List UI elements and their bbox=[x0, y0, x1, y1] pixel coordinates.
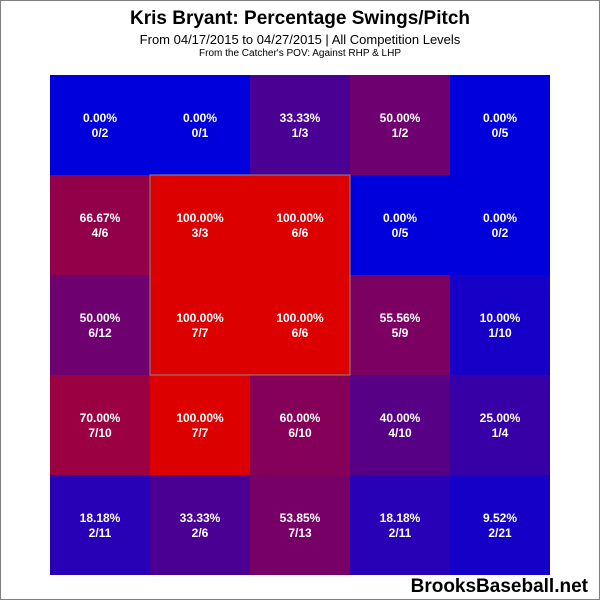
zone-cell-pct-r3-c2: 60.00% bbox=[280, 411, 321, 425]
zone-cell-pct-r2-c4: 10.00% bbox=[480, 311, 521, 325]
zone-cell-count-r0-c2: 1/3 bbox=[292, 126, 309, 140]
zone-cell-count-r4-c4: 2/21 bbox=[488, 526, 512, 540]
chart-subtitle-pov: From the Catcher's POV: Against RHP & LH… bbox=[199, 48, 401, 59]
zone-cell-r1-c1 bbox=[150, 175, 250, 275]
zone-cell-pct-r0-c4: 0.00% bbox=[483, 111, 517, 125]
zone-cell-pct-r2-c2: 100.00% bbox=[276, 311, 324, 325]
zone-cell-r2-c0 bbox=[50, 275, 150, 375]
zone-cell-pct-r3-c1: 100.00% bbox=[176, 411, 224, 425]
zone-cell-pct-r1-c1: 100.00% bbox=[176, 211, 224, 225]
zone-cell-r3-c0 bbox=[50, 375, 150, 475]
zone-cell-r0-c1 bbox=[150, 75, 250, 175]
zone-cell-count-r0-c0: 0/2 bbox=[92, 126, 109, 140]
zone-cell-r4-c3 bbox=[350, 475, 450, 575]
zone-cell-r0-c3 bbox=[350, 75, 450, 175]
zone-cell-r0-c4 bbox=[450, 75, 550, 175]
zone-cell-r4-c2 bbox=[250, 475, 350, 575]
zone-cell-count-r1-c0: 4/6 bbox=[92, 226, 109, 240]
zone-cell-r4-c0 bbox=[50, 475, 150, 575]
zone-cell-count-r2-c3: 5/9 bbox=[392, 326, 409, 340]
zone-cell-pct-r4-c4: 9.52% bbox=[483, 511, 517, 525]
zone-cell-pct-r4-c2: 53.85% bbox=[280, 511, 321, 525]
zone-cell-r0-c0 bbox=[50, 75, 150, 175]
zone-cell-pct-r3-c4: 25.00% bbox=[480, 411, 521, 425]
zone-cell-r2-c3 bbox=[350, 275, 450, 375]
zone-cell-r3-c4 bbox=[450, 375, 550, 475]
brooksbaseball-watermark: BrooksBaseball.net bbox=[410, 576, 588, 597]
zone-cell-r4-c4 bbox=[450, 475, 550, 575]
zone-cell-r3-c2 bbox=[250, 375, 350, 475]
zone-cell-pct-r1-c4: 0.00% bbox=[483, 211, 517, 225]
zone-cell-count-r2-c2: 6/6 bbox=[292, 326, 309, 340]
zone-cell-pct-r2-c3: 55.56% bbox=[380, 311, 421, 325]
zone-cell-r2-c1 bbox=[150, 275, 250, 375]
zone-cell-r1-c0 bbox=[50, 175, 150, 275]
zone-cell-r2-c4 bbox=[450, 275, 550, 375]
zone-cell-pct-r0-c1: 0.00% bbox=[183, 111, 217, 125]
zone-cell-r0-c2 bbox=[250, 75, 350, 175]
zone-cell-count-r3-c0: 7/10 bbox=[88, 426, 112, 440]
zone-cell-pct-r2-c1: 100.00% bbox=[176, 311, 224, 325]
zone-cell-r3-c1 bbox=[150, 375, 250, 475]
chart-title: Kris Bryant: Percentage Swings/Pitch bbox=[130, 8, 470, 29]
zone-cell-pct-r1-c2: 100.00% bbox=[276, 211, 324, 225]
zone-cell-pct-r3-c0: 70.00% bbox=[80, 411, 121, 425]
zone-cell-pct-r1-c3: 0.00% bbox=[383, 211, 417, 225]
zone-cell-count-r1-c4: 0/2 bbox=[492, 226, 509, 240]
zone-cell-count-r0-c3: 1/2 bbox=[392, 126, 409, 140]
zone-cell-count-r3-c1: 7/7 bbox=[192, 426, 209, 440]
zone-cell-r1-c4 bbox=[450, 175, 550, 275]
zone-cell-r3-c3 bbox=[350, 375, 450, 475]
zone-cell-r2-c2 bbox=[250, 275, 350, 375]
zone-cell-r4-c1 bbox=[150, 475, 250, 575]
zone-cell-r1-c2 bbox=[250, 175, 350, 275]
zone-cell-count-r2-c0: 6/12 bbox=[88, 326, 112, 340]
zone-cell-pct-r4-c3: 18.18% bbox=[380, 511, 421, 525]
zone-cell-count-r3-c2: 6/10 bbox=[288, 426, 312, 440]
zone-cell-count-r4-c1: 2/6 bbox=[192, 526, 209, 540]
zone-cell-pct-r4-c0: 18.18% bbox=[80, 511, 121, 525]
zone-cell-pct-r2-c0: 50.00% bbox=[80, 311, 121, 325]
zone-cell-r1-c3 bbox=[350, 175, 450, 275]
zone-cell-count-r3-c4: 1/4 bbox=[492, 426, 509, 440]
zone-cell-count-r4-c0: 2/11 bbox=[89, 526, 112, 540]
strike-zone-outline bbox=[149, 174, 351, 376]
zone-cell-count-r1-c2: 6/6 bbox=[292, 226, 309, 240]
zone-cell-pct-r0-c2: 33.33% bbox=[280, 111, 321, 125]
zone-cell-count-r1-c3: 0/5 bbox=[392, 226, 409, 240]
zone-cell-count-r0-c4: 0/5 bbox=[492, 126, 509, 140]
zone-cell-pct-r0-c0: 0.00% bbox=[83, 111, 117, 125]
zone-cell-pct-r1-c0: 66.67% bbox=[80, 211, 121, 225]
zone-cell-count-r3-c3: 4/10 bbox=[388, 426, 412, 440]
zone-cell-count-r2-c4: 1/10 bbox=[488, 326, 512, 340]
zone-cell-pct-r0-c3: 50.00% bbox=[380, 111, 421, 125]
zone-cell-count-r2-c1: 7/7 bbox=[192, 326, 209, 340]
zone-cell-count-r4-c3: 2/11 bbox=[389, 526, 412, 540]
zone-cell-count-r4-c2: 7/13 bbox=[288, 526, 312, 540]
zone-cell-pct-r3-c3: 40.00% bbox=[380, 411, 421, 425]
chart-subtitle: From 04/17/2015 to 04/27/2015 | All Comp… bbox=[139, 32, 461, 47]
zone-cell-count-r1-c1: 3/3 bbox=[192, 226, 209, 240]
zone-cell-count-r0-c1: 0/1 bbox=[192, 126, 209, 140]
zone-cell-pct-r4-c1: 33.33% bbox=[180, 511, 221, 525]
